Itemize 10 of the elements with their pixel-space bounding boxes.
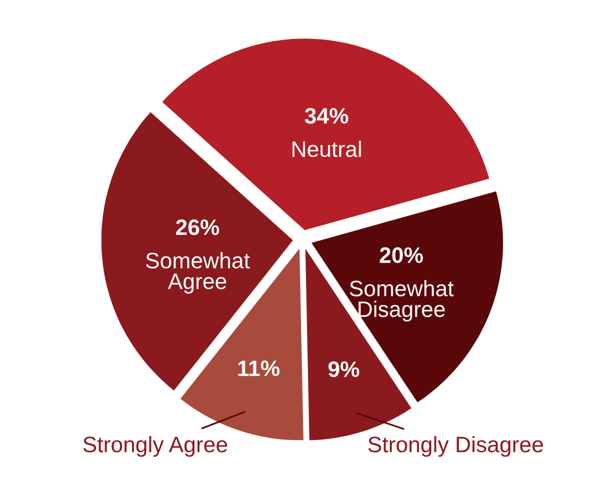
data-label: 26% xyxy=(176,219,220,236)
data-label: 9% xyxy=(328,361,360,378)
slice-label: Strongly Disagree xyxy=(368,436,543,457)
data-label: 20% xyxy=(380,247,423,264)
data-label: 11% xyxy=(238,360,280,376)
slice-label: Somewhat Agree xyxy=(146,252,250,294)
slice-label: Strongly Agree xyxy=(83,436,228,457)
slice-label: Somewhat Disagree xyxy=(350,280,454,322)
data-label: 34% xyxy=(304,108,348,124)
slice-label: Neutral xyxy=(292,140,361,158)
